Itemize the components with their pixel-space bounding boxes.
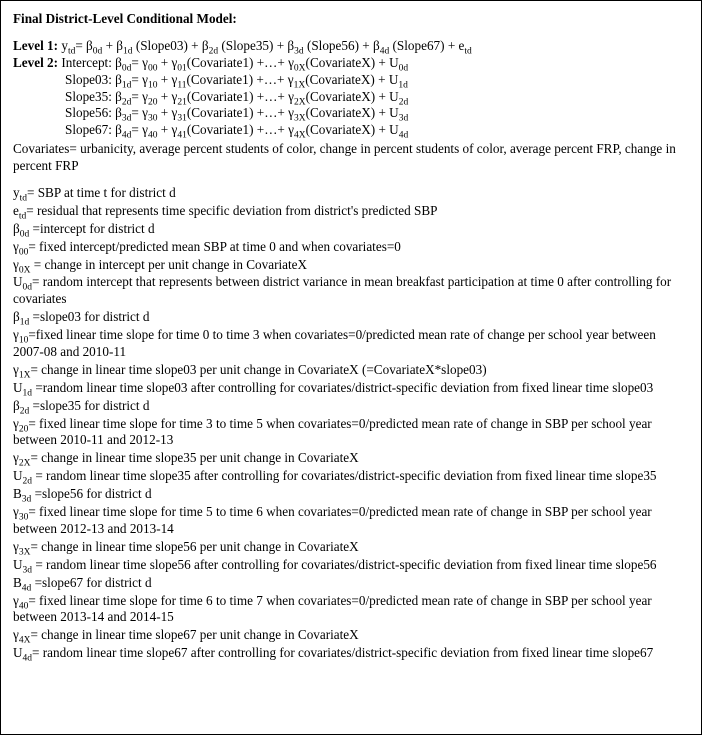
def-line: U0d= random intercept that represents be…: [13, 274, 689, 308]
def-line: γ20= fixed linear time slope for time 3 …: [13, 416, 689, 450]
level2-intercept-eq: Intercept: β0d= γ00 + γ01(Covariate1) +……: [61, 55, 408, 70]
level1-line: Level 1: ytd= β0d + β1d (Slope03) + β2d …: [13, 38, 689, 55]
def-line: γ3X= change in linear time slope56 per u…: [13, 539, 689, 556]
level2-slope35-eq: Slope35: β2d= γ20 + γ21(Covariate1) +…+ …: [13, 89, 689, 106]
def-line: Β3d =slope56 for district d: [13, 486, 689, 503]
def-line: γ30= fixed linear time slope for time 5 …: [13, 504, 689, 538]
def-line: γ40= fixed linear time slope for time 6 …: [13, 593, 689, 627]
def-line: U2d = random linear time slope35 after c…: [13, 468, 689, 485]
def-line: γ00= fixed intercept/predicted mean SBP …: [13, 239, 689, 256]
document-page: Final District-Level Conditional Model: …: [0, 0, 702, 735]
model-title: Final District-Level Conditional Model:: [13, 11, 689, 28]
def-line: γ0X = change in intercept per unit chang…: [13, 257, 689, 274]
def-line: ytd= SBP at time t for district d: [13, 185, 689, 202]
level2-slope56-eq: Slope56: β3d= γ30 + γ31(Covariate1) +…+ …: [13, 105, 689, 122]
definitions-block: ytd= SBP at time t for district d etd= r…: [13, 185, 689, 662]
level2-label: Level 2:: [13, 55, 58, 70]
def-line: U4d= random linear time slope67 after co…: [13, 645, 689, 662]
level1-label: Level 1:: [13, 38, 58, 53]
level1-equation: ytd= β0d + β1d (Slope03) + β2d (Slope35)…: [61, 38, 471, 53]
def-line: β2d =slope35 for district d: [13, 398, 689, 415]
def-line: β1d =slope03 for district d: [13, 309, 689, 326]
def-line: U1d =random linear time slope03 after co…: [13, 380, 689, 397]
def-line: etd= residual that represents time speci…: [13, 203, 689, 220]
def-line: γ1X= change in linear time slope03 per u…: [13, 362, 689, 379]
def-line: β0d =intercept for district d: [13, 221, 689, 238]
def-line: Β4d =slope67 for district d: [13, 575, 689, 592]
def-line: γ10=fixed linear time slope for time 0 t…: [13, 327, 689, 361]
def-line: γ2X= change in linear time slope35 per u…: [13, 450, 689, 467]
level2-slope67-eq: Slope67: β4d= γ40 + γ41(Covariate1) +…+ …: [13, 122, 689, 139]
covariates-text: Covariates= urbanicity, average percent …: [13, 141, 689, 175]
def-line: γ4X= change in linear time slope67 per u…: [13, 627, 689, 644]
level2-intercept-line: Level 2: Intercept: β0d= γ00 + γ01(Covar…: [13, 55, 689, 72]
level2-slope03-eq: Slope03: β1d= γ10 + γ11(Covariate1) +…+ …: [13, 72, 689, 89]
def-line: U3d = random linear time slope56 after c…: [13, 557, 689, 574]
